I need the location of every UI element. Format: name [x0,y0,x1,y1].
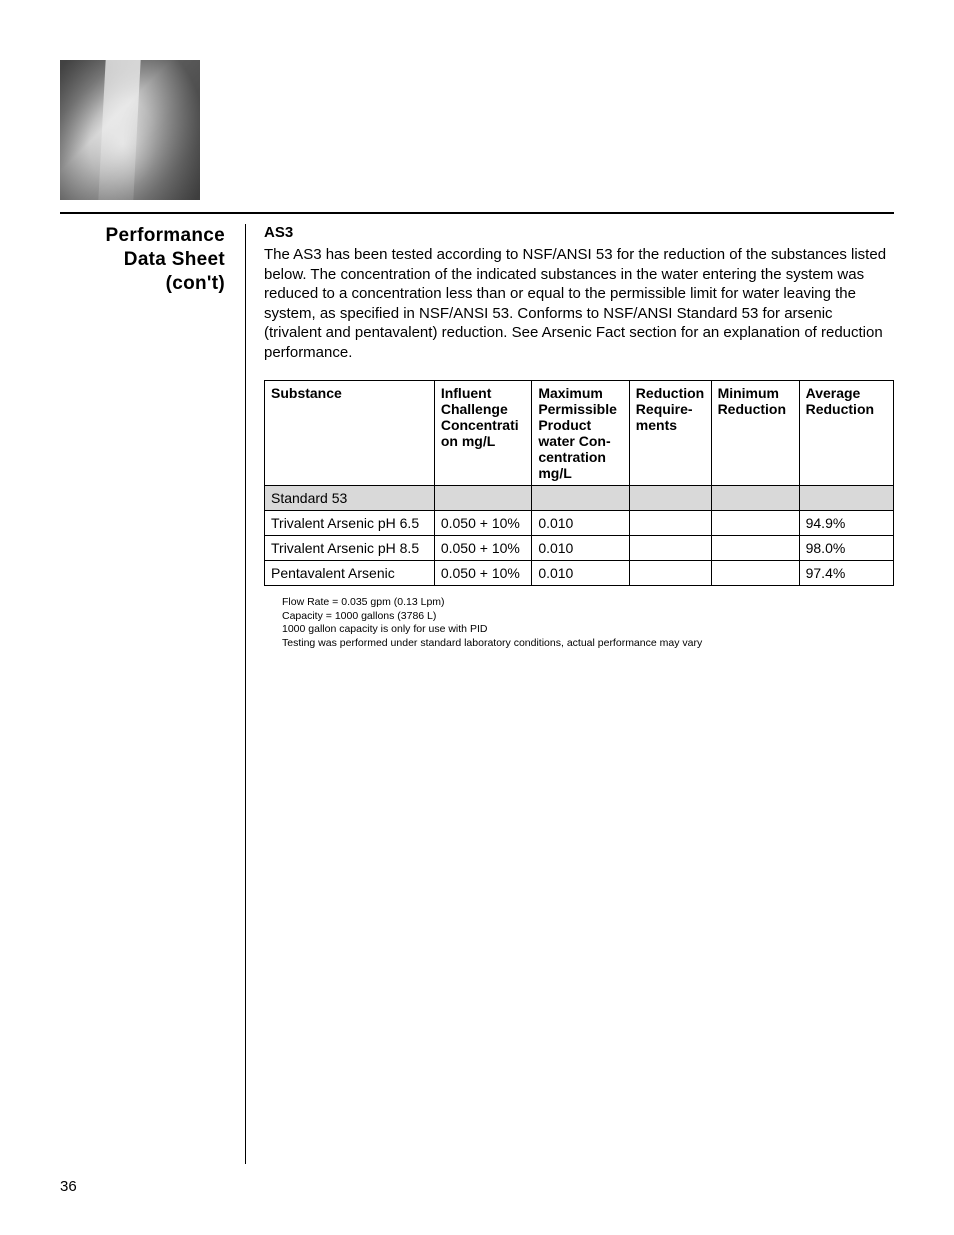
sidebar-title-line: Data Sheet [124,249,225,270]
sidebar-title-line: Performance [106,225,225,246]
page-number: 36 [60,1178,77,1195]
table-cell [532,486,629,511]
footnote-line: Testing was performed under standard lab… [282,637,894,651]
table-cell [629,536,711,561]
table-cell: 0.050 + 10% [434,561,531,586]
table-cell: Pentavalent Arsenic [265,561,435,586]
section-heading: AS3 [264,224,894,241]
table-cell: Standard 53 [265,486,435,511]
table-cell: 97.4% [799,561,893,586]
table-cell [711,536,799,561]
footnote-line: 1000 gallon capacity is only for use wit… [282,623,894,637]
table-cell: 98.0% [799,536,893,561]
table-cell: 0.050 + 10% [434,536,531,561]
sidebar-title-line: (con't) [166,273,225,294]
table-head: SubstanceInfluent Challenge Concentratio… [265,381,894,486]
table-cell [711,511,799,536]
sidebar: Performance Data Sheet (con't) [60,224,225,1164]
table-header-row: SubstanceInfluent Challenge Concentratio… [265,381,894,486]
table-header-cell: Maximum Permissible Product water Con-ce… [532,381,629,486]
horizontal-rule [60,212,894,214]
table-header-cell: Substance [265,381,435,486]
table-cell: Trivalent Arsenic pH 8.5 [265,536,435,561]
section-paragraph: The AS3 has been tested according to NSF… [264,245,894,362]
table-cell [629,561,711,586]
footnote-line: Flow Rate = 0.035 gpm (0.13 Lpm) [282,596,894,610]
table-row: Pentavalent Arsenic0.050 + 10%0.010 97.4% [265,561,894,586]
performance-table: SubstanceInfluent Challenge Concentratio… [264,380,894,586]
table-header-cell: Average Reduction [799,381,893,486]
table-cell [629,486,711,511]
table-cell [434,486,531,511]
table-header-cell: Influent Challenge Concentration mg/L [434,381,531,486]
footnotes: Flow Rate = 0.035 gpm (0.13 Lpm)Capacity… [282,596,894,651]
table-cell: 94.9% [799,511,893,536]
table-body: Standard 53Trivalent Arsenic pH 6.50.050… [265,486,894,586]
footnote-line: Capacity = 1000 gallons (3786 L) [282,610,894,624]
table-cell [711,486,799,511]
table-cell: 0.050 + 10% [434,511,531,536]
table-header-cell: Minimum Reduction [711,381,799,486]
table-cell [711,561,799,586]
hero-water-glass-image [60,60,200,200]
table-cell: 0.010 [532,536,629,561]
table-cell: 0.010 [532,511,629,536]
table-row: Trivalent Arsenic pH 6.50.050 + 10%0.010… [265,511,894,536]
table-row: Trivalent Arsenic pH 8.50.050 + 10%0.010… [265,536,894,561]
two-column-layout: Performance Data Sheet (con't) AS3 The A… [60,224,894,1164]
table-cell: 0.010 [532,561,629,586]
table-row: Standard 53 [265,486,894,511]
main-content: AS3 The AS3 has been tested according to… [245,224,894,1164]
sidebar-title: Performance Data Sheet (con't) [60,224,225,295]
table-cell [799,486,893,511]
table-cell: Trivalent Arsenic pH 6.5 [265,511,435,536]
table-cell [629,511,711,536]
page: Performance Data Sheet (con't) AS3 The A… [0,0,954,1235]
table-header-cell: Reduction Require-ments [629,381,711,486]
